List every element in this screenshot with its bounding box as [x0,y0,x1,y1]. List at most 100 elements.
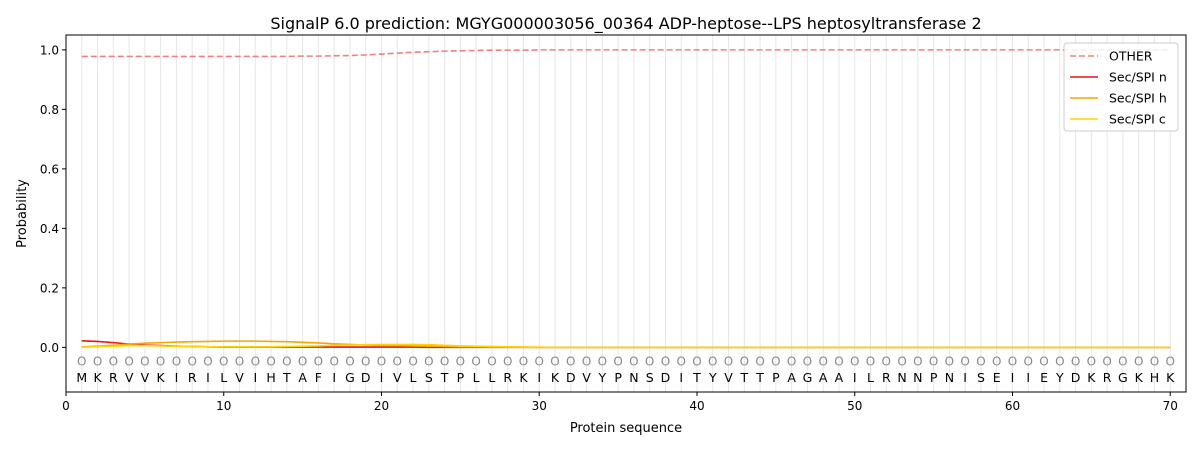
region-label: O [266,354,275,368]
y-tick-label: 0.6 [40,162,59,176]
series-line-other [81,49,1171,58]
y-tick-label: 0.2 [40,281,59,295]
region-label: O [960,354,969,368]
legend-label: Sec/SPI h [1109,91,1167,106]
region-label: O [251,354,260,368]
region-label: O [992,354,1001,368]
sequence-residue: D [361,370,371,385]
legend-label: OTHER [1109,49,1153,64]
sequence-residue: I [253,370,257,385]
sequence-residue: D [661,370,671,385]
region-label: O [298,354,307,368]
region-label: O [818,354,827,368]
x-tick-label: 60 [1005,399,1020,413]
region-label: O [1024,354,1033,368]
region-label: O [866,354,875,368]
sequence-residue: L [220,370,227,385]
sequence-residue: T [692,370,701,385]
region-label: O [424,354,433,368]
region-label: O [393,354,402,368]
sequence-residue: A [819,370,828,385]
sequence-residue: Y [598,370,607,385]
region-label: O [1008,354,1017,368]
sequence-residue: Y [1055,370,1064,385]
sequence-residue: K [93,370,102,385]
axis-layer: 0 10 20 30 40 50 60 70 0.0 0.2 0.4 0.6 0.8 1.0 [40,43,1178,413]
region-label: O [645,354,654,368]
sequence-residue: E [993,370,1001,385]
region-label: O [708,354,717,368]
sequence-residue: E [1040,370,1048,385]
sequence-residue: I [1026,370,1030,385]
x-tick-label: 10 [216,399,231,413]
grid-layer [81,35,1171,392]
sequence-residue: V [125,370,134,385]
region-label: O [172,354,181,368]
sequence-residue: L [488,370,495,385]
region-label: O [535,354,544,368]
sequence-residue: V [141,370,150,385]
region-label: O [945,354,954,368]
sequence-residue: S [425,370,433,385]
region-label: O [487,354,496,368]
sequence-residue: N [913,370,922,385]
region-label: O [755,354,764,368]
region-label: O [203,354,212,368]
x-tick-label: 20 [374,399,389,413]
sequence-residue: S [977,370,985,385]
sequence-residue: P [457,370,465,385]
sequence-residue: I [963,370,967,385]
sequence-residue: I [332,370,336,385]
region-label: O [1055,354,1064,368]
sequence-residue: L [867,370,874,385]
sequence-residue: I [206,370,210,385]
region-label: O [219,354,228,368]
sequence-residue: H [1150,370,1159,385]
chart-title: SignalP 6.0 prediction: MGYG000003056_00… [270,14,981,34]
sequence-residue: P [930,370,938,385]
legend-box [1063,42,1179,132]
sequence-residue: T [282,370,291,385]
region-label: O [692,354,701,368]
x-axis-label: Protein sequence [570,421,682,436]
region-label: O [187,354,196,368]
region-label: O [724,354,733,368]
sequence-residue: A [298,370,307,385]
sequence-residue: K [1087,370,1096,385]
region-label: O [440,354,449,368]
region-label: O [929,354,938,368]
region-label: O [156,354,165,368]
region-label: O [456,354,465,368]
region-label: O [140,354,149,368]
region-label: O [471,354,480,368]
region-label: O [1087,354,1096,368]
sequence-layer: OMOKOROVOVOKOIOROIOLOVOIOHOTOAOFOIOGODOI… [76,354,1175,385]
region-label: O [550,354,559,368]
series-line-sec-spi-c [81,343,1171,349]
sequence-residue: I [175,370,179,385]
legend: OTHER Sec/SPI n Sec/SPI h Sec/SPI c [1063,42,1179,132]
sequence-residue: I [679,370,683,385]
region-label: O [803,354,812,368]
sequence-residue: I [537,370,541,385]
sequence-residue: G [803,370,813,385]
sequence-residue: R [882,370,891,385]
region-label: O [976,354,985,368]
sequence-residue: R [1103,370,1112,385]
region-label: O [913,354,922,368]
sequence-residue: A [835,370,844,385]
region-label: O [1118,354,1127,368]
sequence-residue: T [440,370,449,385]
x-tick-label: 0 [62,399,70,413]
region-label: O [882,354,891,368]
region-label: O [629,354,638,368]
sequence-residue: V [235,370,244,385]
sequence-residue: R [503,370,512,385]
region-label: O [345,354,354,368]
sequence-residue: V [582,370,591,385]
region-label: O [93,354,102,368]
region-label: O [361,354,370,368]
x-tick-label: 40 [689,399,704,413]
region-label: O [282,354,291,368]
sequence-residue: K [1135,370,1144,385]
